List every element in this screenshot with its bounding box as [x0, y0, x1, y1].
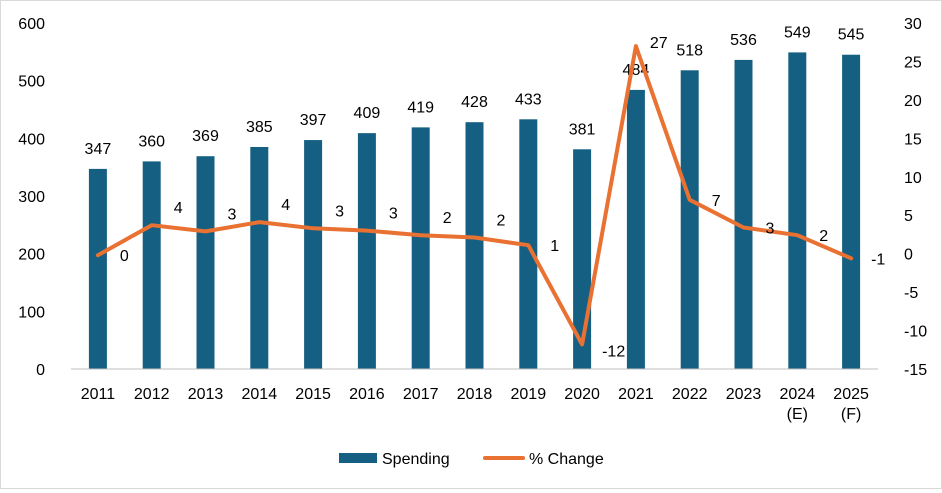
- x-axis-tick-label: 2018: [457, 386, 493, 403]
- x-axis-tick-label: 2022: [672, 386, 708, 403]
- x-axis-tick-label: 2019: [511, 386, 547, 403]
- change-line-series: [95, 44, 854, 347]
- change-data-label: -12: [602, 343, 625, 360]
- spending-data-label: 518: [676, 42, 703, 59]
- change-data-label: 4: [174, 200, 183, 217]
- spending-bar: [626, 89, 645, 369]
- spending-data-label: 419: [407, 99, 434, 116]
- x-axis-tick-label: 2017: [403, 386, 439, 403]
- spending-data-label: 428: [461, 94, 488, 111]
- right-axis-tick-label: 10: [904, 170, 922, 187]
- spending-data-label: 433: [515, 91, 542, 108]
- change-data-label: 7: [712, 193, 721, 210]
- spending-bar: [465, 122, 484, 369]
- legend-swatch-spending: [339, 453, 377, 463]
- spending-bar: [142, 161, 161, 369]
- right-axis-tick-label: 0: [904, 247, 913, 264]
- spending-bar: [88, 168, 107, 369]
- change-line: [95, 44, 854, 347]
- right-axis-tick-label: -5: [904, 285, 918, 302]
- left-axis-tick-label: 600: [18, 16, 45, 33]
- spending-bar: [842, 54, 861, 369]
- x-axis-tick-label: 2021: [618, 386, 654, 403]
- right-axis-tick-label: 30: [904, 16, 922, 33]
- right-axis-tick-label: 25: [904, 54, 922, 71]
- x-axis-tick-label: 2015: [295, 386, 331, 403]
- right-axis-tick-label: -15: [904, 362, 927, 379]
- spending-bar: [411, 127, 430, 369]
- change-data-label: 3: [389, 206, 398, 223]
- left-axis-tick-label: 100: [18, 304, 45, 321]
- x-axis-tick-label: 2011: [81, 386, 116, 403]
- spending-data-label: 549: [784, 24, 811, 41]
- spending-data-label: 369: [192, 128, 219, 145]
- x-axis-tick-label: 2023: [726, 386, 762, 403]
- right-axis-tick-label: 5: [904, 208, 913, 225]
- spending-bar: [788, 52, 807, 369]
- spending-data-label: 545: [838, 27, 865, 44]
- x-axis-tick-label: 2012: [134, 386, 170, 403]
- spending-data-label: 536: [730, 32, 757, 49]
- x-axis-tick-label: 2024 (E): [780, 386, 816, 423]
- x-axis: 2011 2012 2013 2014 2015 2016 2017 2018 2019 2020…: [81, 386, 869, 423]
- spending-data-label: 409: [354, 105, 381, 122]
- right-axis-tick-label: 15: [904, 131, 922, 148]
- spending-bar: [196, 156, 215, 369]
- right-axis: -15 -10 -5 0 5 10 15 20 25 30: [904, 16, 927, 379]
- x-axis-tick-label: 2014: [242, 386, 278, 403]
- spending-data-label: 381: [569, 121, 596, 138]
- left-axis-tick-label: 0: [36, 362, 45, 379]
- right-axis-tick-label: -10: [904, 324, 927, 341]
- spending-bar: [357, 133, 376, 369]
- x-axis-tick-label: 2016: [349, 386, 385, 403]
- change-data-label: -1: [871, 251, 885, 268]
- change-data-label: 1: [550, 238, 559, 255]
- change-data-label: 3: [335, 203, 344, 220]
- change-data-label: 2: [497, 213, 506, 230]
- left-axis-tick-label: 300: [18, 189, 45, 206]
- left-axis-tick-label: 400: [18, 131, 45, 148]
- change-data-label: 3: [766, 221, 775, 238]
- spending-data-label: 385: [246, 119, 273, 136]
- spending-data-label: 397: [300, 112, 327, 129]
- change-data-label: 4: [281, 197, 290, 214]
- spending-bar: [680, 70, 699, 369]
- change-data-label: 0: [120, 248, 129, 265]
- legend-label-change: % Change: [529, 451, 604, 468]
- spending-data-label: 347: [85, 141, 112, 158]
- x-axis-tick-label: 2025 (F): [833, 386, 869, 423]
- change-data-label: 2: [819, 228, 828, 245]
- left-axis-tick-label: 500: [18, 74, 45, 91]
- change-data-label: 2: [443, 210, 452, 227]
- x-axis-tick-label: 2013: [188, 386, 224, 403]
- spending-data-label: 360: [138, 133, 165, 150]
- legend-label-spending: Spending: [382, 451, 450, 468]
- spending-bar: [734, 59, 753, 369]
- left-axis: 0 100 200 300 400 500 600: [18, 16, 45, 379]
- change-data-label: 3: [228, 206, 237, 223]
- spending-bar: [250, 146, 269, 369]
- change-data-label: 27: [650, 35, 668, 52]
- spending-bar: [304, 140, 323, 369]
- right-axis-tick-label: 20: [904, 93, 922, 110]
- x-axis-tick-label: 2020: [564, 386, 600, 403]
- legend: Spending % Change: [339, 451, 604, 468]
- left-axis-tick-label: 200: [18, 247, 45, 264]
